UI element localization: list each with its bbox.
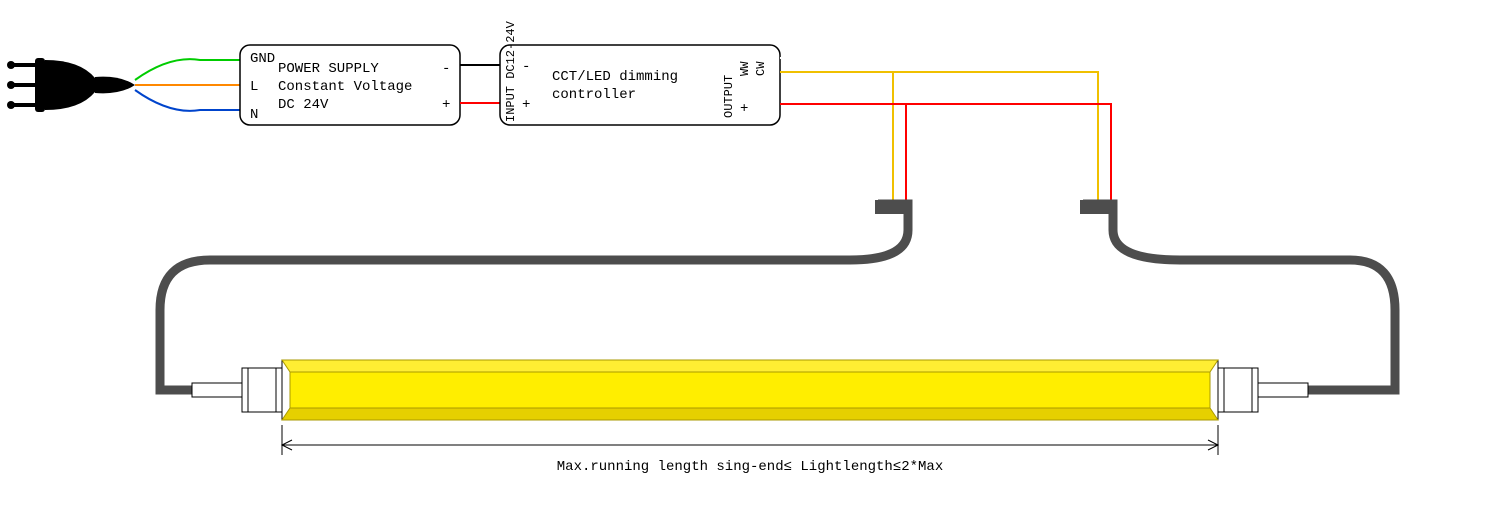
ctrl-in-minus: -	[522, 59, 530, 75]
wiring-diagram: GND L N POWER SUPPLY Constant Voltage DC…	[0, 0, 1500, 520]
ctrl-cw: CW	[754, 61, 768, 76]
wire-n	[135, 90, 240, 111]
wire-ww-right	[893, 72, 1098, 204]
psu-l2: Constant Voltage	[278, 79, 412, 95]
dimension-caption: Max.running length sing-end≤ Lightlength…	[557, 459, 943, 475]
ctrl-out-plus: +	[740, 101, 748, 117]
ferrule-left	[875, 200, 911, 214]
wire-ww-left	[780, 72, 893, 204]
dimension-line	[282, 425, 1218, 455]
controller-box	[500, 45, 780, 125]
ctrl-input-label: INPUT DC12-24V	[504, 20, 518, 122]
wire-gnd	[135, 59, 240, 80]
ctrl-ww: WW	[738, 61, 752, 76]
ctrl-in-plus: +	[522, 97, 530, 113]
ctrl-output-label: OUTPUT	[722, 75, 736, 118]
psu-l-label: L	[250, 79, 258, 95]
wire-plus-right	[906, 104, 1111, 204]
ac-plug-icon	[7, 58, 135, 112]
ctrl-title: CCT/LED dimming	[552, 69, 678, 85]
ferrule-right	[1080, 200, 1116, 214]
ctrl-title2: controller	[552, 87, 636, 103]
wire-plus-left	[780, 104, 906, 204]
psu-minus: -	[442, 61, 450, 77]
wire-cw-left	[780, 58, 880, 204]
led-fixture	[192, 360, 1308, 420]
wire-cw-right-outline	[880, 58, 1085, 204]
psu-plus: +	[442, 97, 450, 113]
psu-n-label: N	[250, 107, 258, 123]
psu-title: POWER SUPPLY	[278, 61, 379, 77]
wire-cw-left-outline	[780, 58, 880, 204]
psu-gnd-label: GND	[250, 51, 275, 67]
wire-cw-right	[880, 58, 1085, 204]
psu-l3: DC 24V	[278, 97, 329, 113]
